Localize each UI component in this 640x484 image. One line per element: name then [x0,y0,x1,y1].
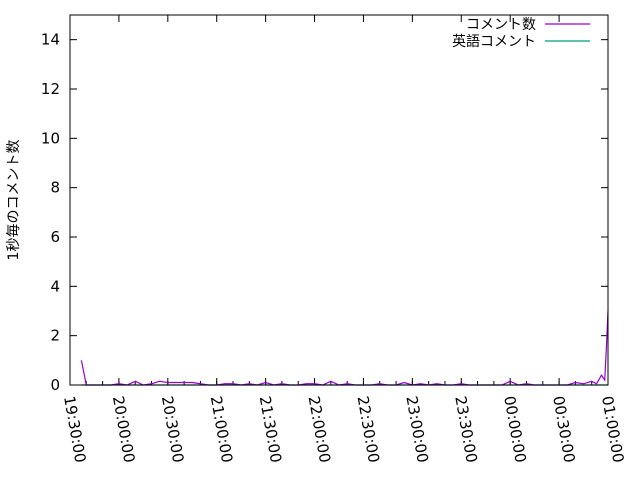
y-tick-label: 14 [41,31,60,49]
x-tick-label: 00:30:00 [549,395,578,464]
y-tick-label: 10 [41,129,60,147]
x-tick-label: 20:30:00 [158,395,187,464]
legend-label: コメント数 [466,17,536,33]
y-tick-label: 6 [50,228,60,246]
axes: 0 2 4 6 8 10 12 14 19:30:00 20:00:00 20:30:00 21:00… [41,15,627,464]
x-tick-label: 22:30:00 [354,395,383,464]
y-axis-label: 1秒毎のコメント数 [6,140,22,261]
series-lines [80,310,609,386]
x-tick-label: 20:00:00 [109,395,138,464]
y-tick-label: 2 [50,327,60,345]
x-tick-label: 19:30:00 [60,395,89,464]
y-tick-label: 0 [50,376,60,394]
x-tick-label: 00:00:00 [500,395,529,464]
y-tick-label: 12 [41,80,60,98]
series-line [80,310,609,386]
x-tick-label: 22:00:00 [305,395,334,464]
plot-frame [69,14,609,386]
x-tick-label: 23:30:00 [451,395,480,464]
x-tick-label: 01:00:00 [598,395,627,464]
y-tick-label: 4 [50,277,60,295]
y-tick-label: 8 [50,179,60,197]
x-tick-label: 23:00:00 [402,395,431,464]
x-tick-label: 21:30:00 [256,395,285,464]
legend-label: 英語コメント [452,33,536,50]
x-tick-label: 21:00:00 [207,395,236,464]
